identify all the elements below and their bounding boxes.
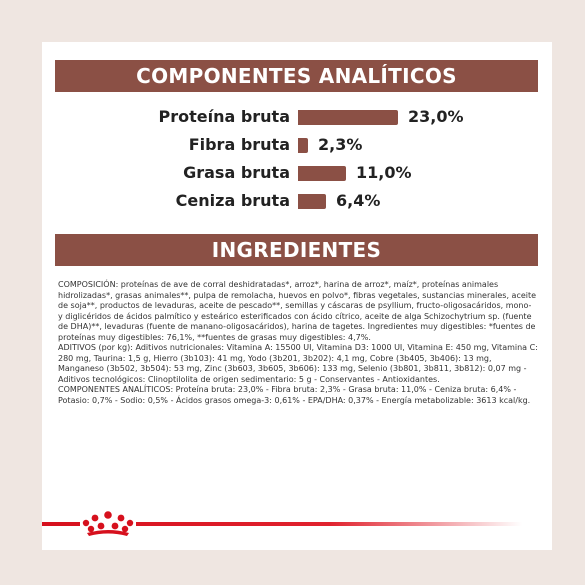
additives-paragraph: ADITIVOS (por kg): Aditivos nutricionale… <box>58 343 538 384</box>
composition-paragraph: COMPOSICIÓN: proteínas de ave de corral … <box>58 280 537 342</box>
royal-canin-crown-logo <box>80 510 136 538</box>
analytics-row-value: 11,0% <box>356 163 412 182</box>
analytics-row: Grasa bruta 11,0% <box>42 162 552 184</box>
analytics-row-bar <box>298 138 308 153</box>
analytics-row-label: Fibra bruta <box>188 135 290 154</box>
analytics-row-label: Grasa bruta <box>183 163 290 182</box>
analytics-row-value: 23,0% <box>408 107 464 126</box>
brand-stripe <box>42 522 522 526</box>
analytics-row-bar <box>298 110 398 125</box>
analytic-components-paragraph: COMPONENTES ANALÍTICOS: Proteína bruta: … <box>58 385 531 405</box>
analytics-row-label: Proteína bruta <box>158 107 290 126</box>
analytics-row-label: Ceniza bruta <box>175 191 290 210</box>
analytics-row-value: 2,3% <box>318 135 363 154</box>
analytics-row-value: 6,4% <box>336 191 381 210</box>
analytics-row: Proteína bruta 23,0% <box>42 106 552 128</box>
analytics-header: COMPONENTES ANALÍTICOS <box>55 60 538 92</box>
analytics-row: Fibra bruta 2,3% <box>42 134 552 156</box>
analytics-row-bar <box>298 166 346 181</box>
ingredients-text: COMPOSICIÓN: proteínas de ave de corral … <box>58 280 538 406</box>
product-card: COMPONENTES ANALÍTICOS Proteína bruta 23,… <box>42 42 552 550</box>
analytics-row-bar <box>298 194 326 209</box>
ingredients-header: INGREDIENTES <box>55 234 538 266</box>
analytics-row: Ceniza bruta 6,4% <box>42 190 552 212</box>
